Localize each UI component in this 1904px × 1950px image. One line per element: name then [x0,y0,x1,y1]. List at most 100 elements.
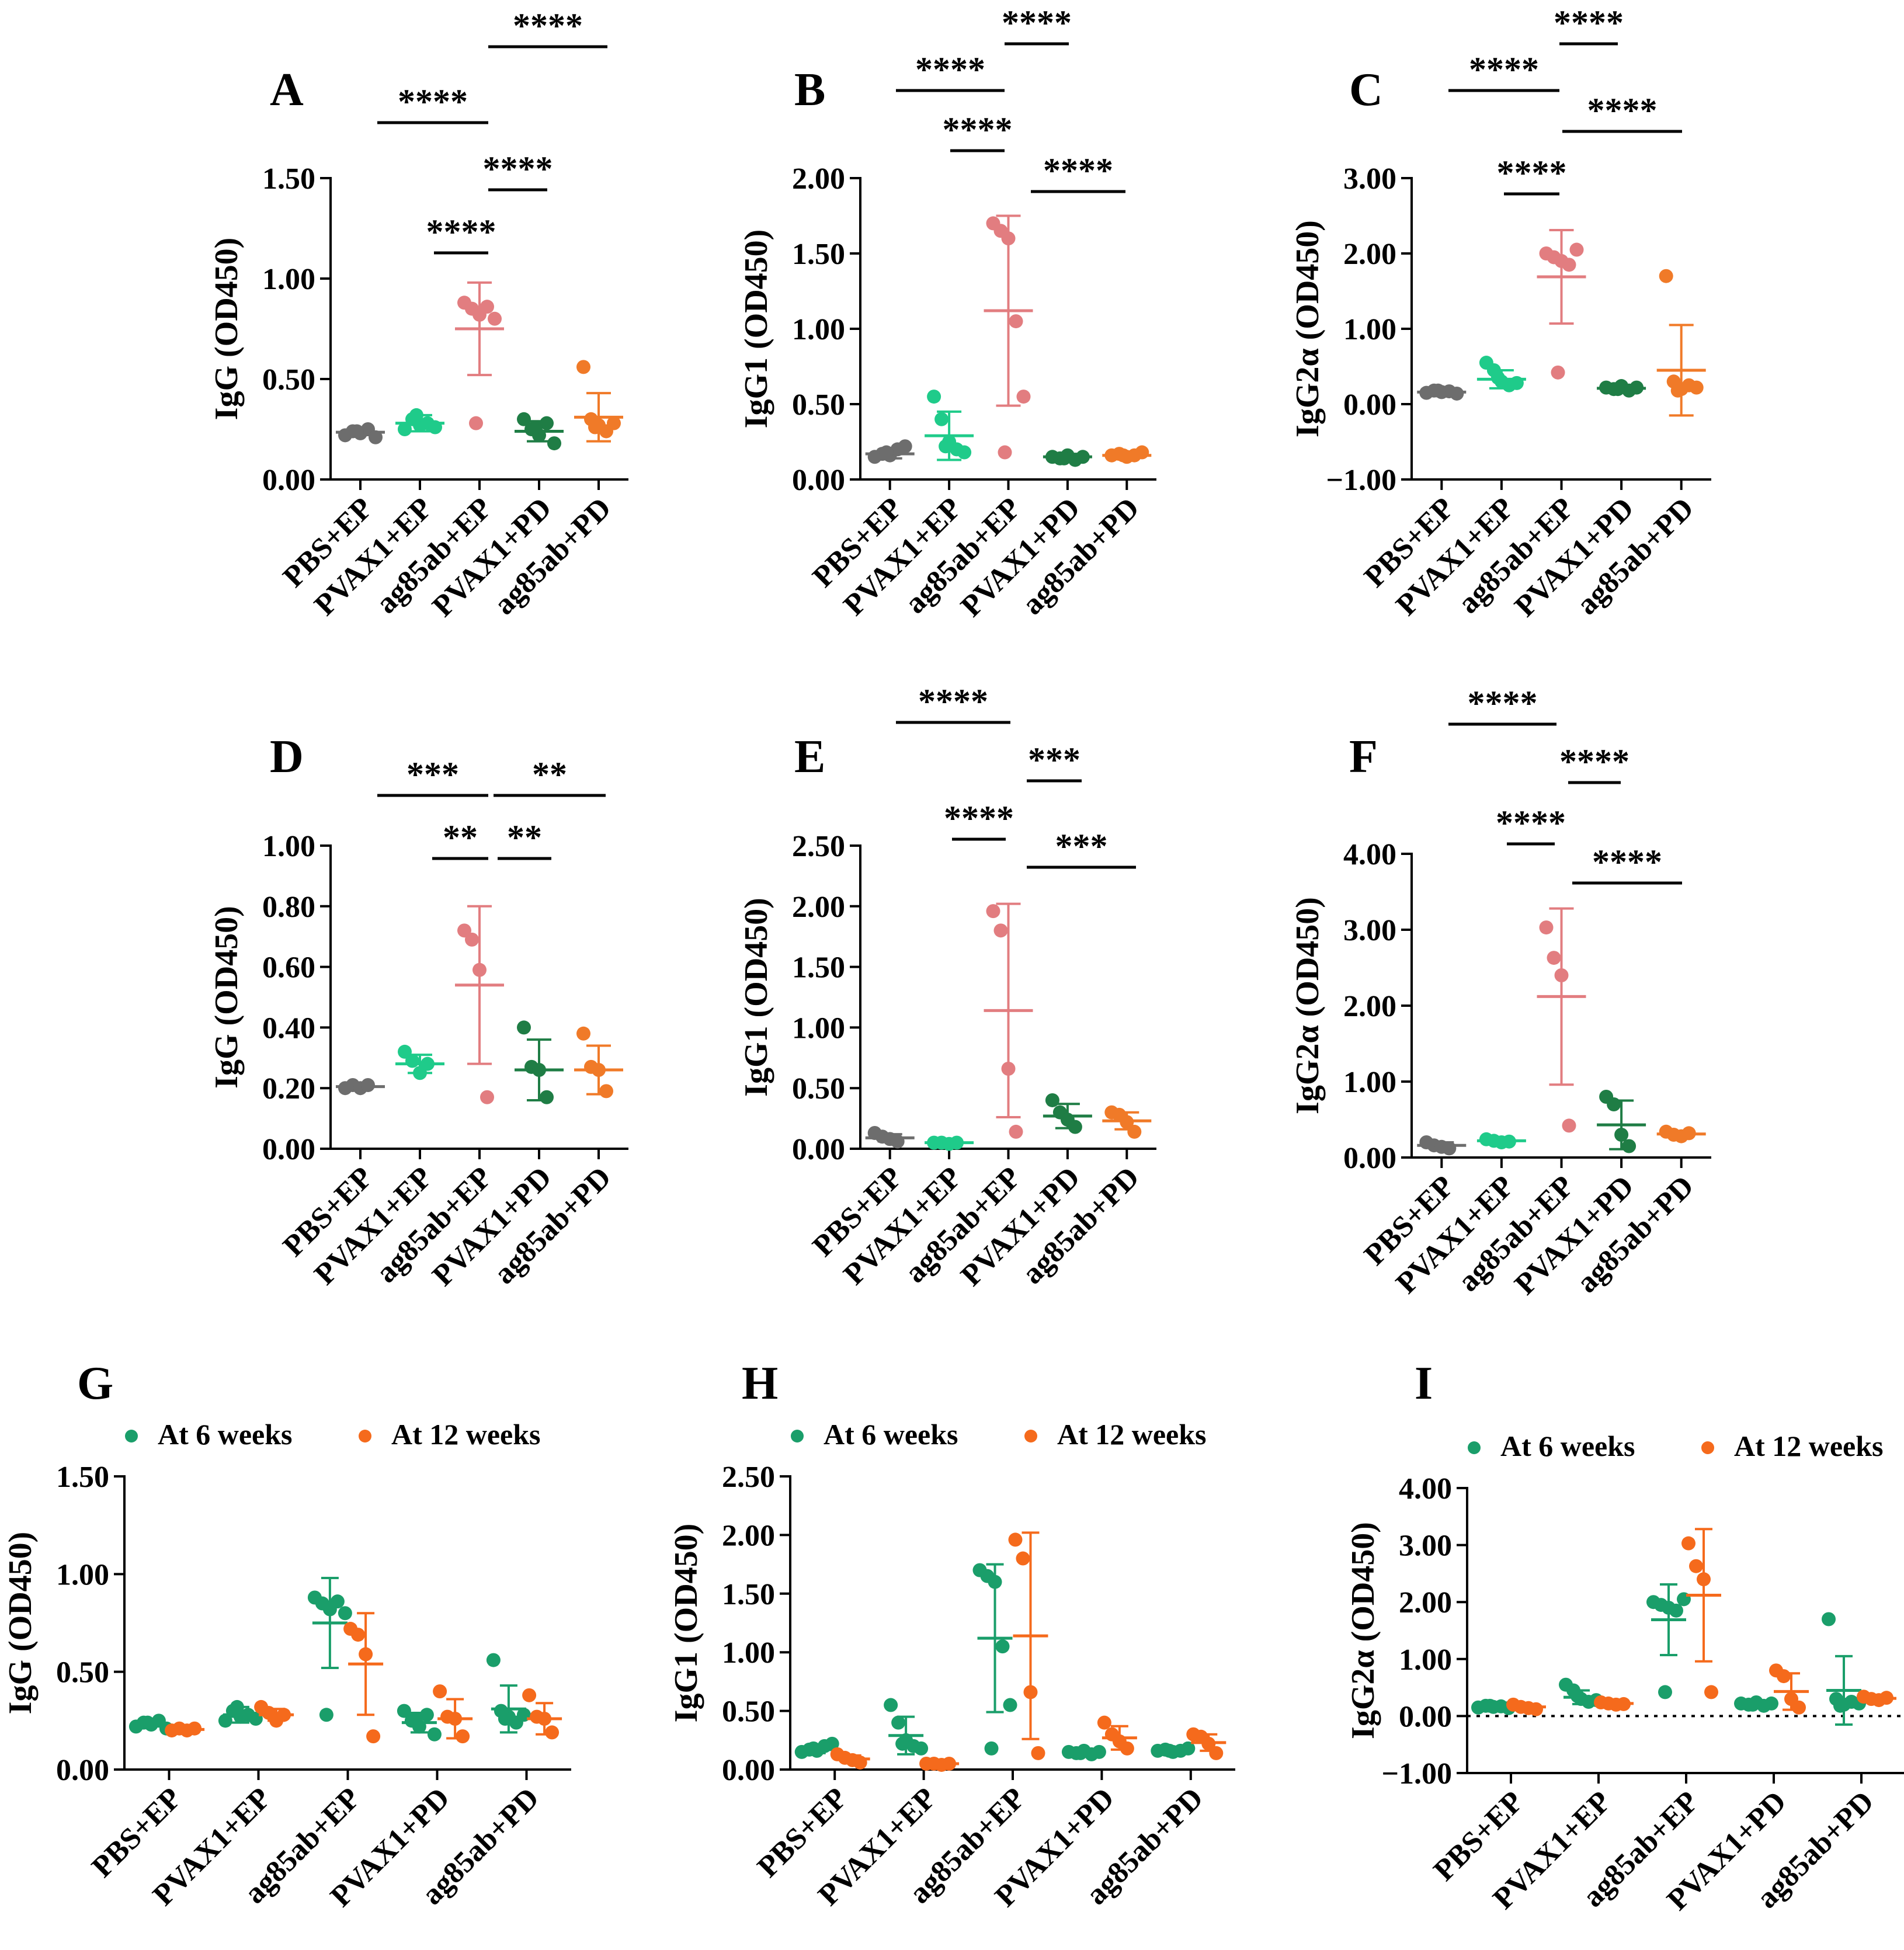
data-point [1016,390,1031,404]
data-point [405,1054,419,1068]
legend: At 6 weeks At 12 weeks [125,1418,541,1451]
panel-letter: H [742,1358,778,1409]
data-point [545,1725,560,1740]
data-group [1097,1715,1137,1756]
data-point [984,1741,999,1756]
data-group [925,1135,974,1151]
data-point [1181,1741,1196,1756]
data-point [187,1721,202,1736]
y-tick-label: 1.00 [792,313,845,346]
data-point [338,1606,352,1621]
data-group [1061,1743,1106,1761]
data-point [939,439,953,454]
significance-label: **** [1496,804,1566,842]
significance-label: **** [943,110,1013,149]
significance-label: **** [1592,843,1662,881]
data-point [1562,1118,1576,1133]
significance-label: **** [1559,742,1629,781]
data-point [532,1063,546,1077]
y-tick-label: 2.00 [1399,1586,1452,1619]
significance-label: *** [1028,741,1080,779]
significance-marker: *** [1027,827,1136,869]
data-group [574,360,623,443]
data-point [1092,1744,1106,1759]
significance-label: **** [1554,4,1624,42]
data-point [330,1594,345,1609]
data-group [1043,448,1092,467]
y-axis-label: IgG1 (OD450) [668,1524,704,1723]
data-point [433,1684,447,1699]
legend-marker [359,1430,371,1442]
significance-label: **** [1043,151,1113,190]
y-tick-label: 1.00 [1343,1066,1396,1099]
legend: At 6 weeks At 12 weeks [1468,1430,1884,1462]
data-group [1681,1528,1721,1699]
data-point [1009,314,1023,329]
data-point [140,1715,155,1730]
significance-marker: **** [1031,151,1125,193]
significance-marker: **** [377,82,488,124]
data-group [433,1684,473,1744]
data-point [486,1653,501,1667]
data-point [1001,231,1016,246]
data-point [419,1708,434,1722]
data-group [865,1126,915,1149]
legend-marker [791,1430,804,1442]
data-group [165,1721,205,1738]
y-tick-label: 0.00 [1399,1700,1452,1733]
data-group [865,439,915,464]
data-point [1073,1746,1087,1760]
legend-marker [1468,1441,1481,1454]
data-point [1562,258,1576,272]
data-point [488,311,502,326]
data-group [1476,356,1526,392]
legend-label: At 12 weeks [1734,1430,1884,1462]
data-point [409,408,423,422]
data-point [1659,269,1673,283]
data-point [1009,1124,1023,1139]
data-point [998,445,1012,460]
data-group [218,1699,263,1728]
data-point [1681,1536,1695,1551]
significance-label: ** [507,818,542,857]
data-group [884,1698,929,1756]
panel-letter: A [270,64,304,116]
data-point [1442,1141,1457,1156]
data-point [1201,1736,1216,1751]
data-point [588,420,602,435]
panel-letter: D [270,731,304,783]
data-point [540,1090,554,1104]
data-point [1689,1559,1703,1573]
y-tick-label: 1.50 [56,1461,109,1494]
data-point [1822,1612,1836,1626]
y-tick-label: 3.00 [1399,1530,1452,1563]
significance-marker: **** [1002,4,1072,46]
data-point [529,420,543,435]
data-point [599,1084,613,1099]
legend-marker [1024,1430,1037,1442]
data-point [1120,1115,1134,1129]
data-group [486,1653,531,1734]
significance-marker: ** [498,818,551,860]
data-point [1003,1698,1017,1712]
data-point [1162,1743,1177,1758]
data-group [1857,1690,1896,1708]
significance-label: **** [944,799,1014,837]
significance-label: **** [483,150,553,188]
data-group [307,1577,352,1722]
data-group [1594,1695,1634,1712]
legend-label: At 12 weeks [391,1418,541,1451]
data-group [925,390,974,461]
data-group [1186,1727,1227,1760]
data-point [1689,380,1704,395]
significance-marker: **** [1448,684,1556,726]
data-group [397,1704,442,1742]
significance-label: **** [918,682,988,721]
significance-label: ** [532,755,567,794]
data-point [472,962,487,977]
y-tick-label: 2.00 [722,1519,775,1552]
data-group [336,422,385,444]
data-point [421,1056,435,1071]
y-tick-label: 0.20 [262,1072,315,1106]
